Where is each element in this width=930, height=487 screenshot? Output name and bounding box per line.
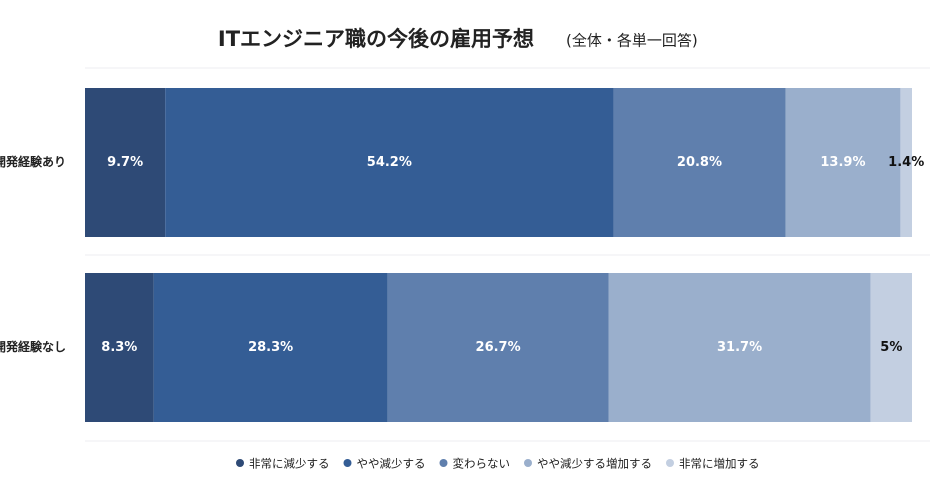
- bar-segment: [85, 273, 154, 422]
- value-label: 20.8%: [677, 155, 722, 170]
- bar-segment: [387, 273, 609, 422]
- legend-marker: [524, 459, 532, 467]
- legend-label: やや減少する増加する: [537, 457, 652, 471]
- legend-marker: [236, 459, 244, 467]
- value-label: 1.4%: [888, 155, 924, 170]
- bar-segment: [153, 273, 388, 422]
- value-label: 8.3%: [101, 340, 137, 355]
- legend-label: 非常に減少する: [249, 457, 330, 471]
- legend-label: やや減少する: [357, 457, 426, 471]
- value-label: 26.7%: [476, 340, 521, 355]
- legend-marker: [666, 459, 674, 467]
- legend-label: 変わらない: [453, 457, 511, 471]
- legend-marker: [439, 459, 448, 467]
- bar-segment: [165, 88, 614, 237]
- y-tick-label: 開発経験あり: [0, 154, 66, 169]
- chart-subtitle: (全体・各単一回答): [566, 32, 698, 50]
- legend-marker: [343, 459, 352, 467]
- value-label: 9.7%: [107, 155, 143, 170]
- y-tick-label: 開発経験なし: [0, 339, 66, 354]
- chart-title: ITエンジニア職の今後の雇用予想: [218, 27, 534, 51]
- value-label: 54.2%: [367, 155, 412, 170]
- bar-segment: [900, 88, 912, 237]
- bar-segment: [870, 273, 912, 422]
- value-label: 5%: [880, 340, 902, 355]
- bar-segment: [85, 88, 166, 237]
- value-label: 13.9%: [820, 155, 865, 170]
- value-label: 31.7%: [717, 340, 762, 355]
- bar-segment: [613, 88, 786, 237]
- legend-label: 非常に増加する: [679, 457, 760, 471]
- bar-segment: [785, 88, 901, 237]
- bar-segment: [608, 273, 871, 422]
- value-label: 28.3%: [248, 340, 293, 355]
